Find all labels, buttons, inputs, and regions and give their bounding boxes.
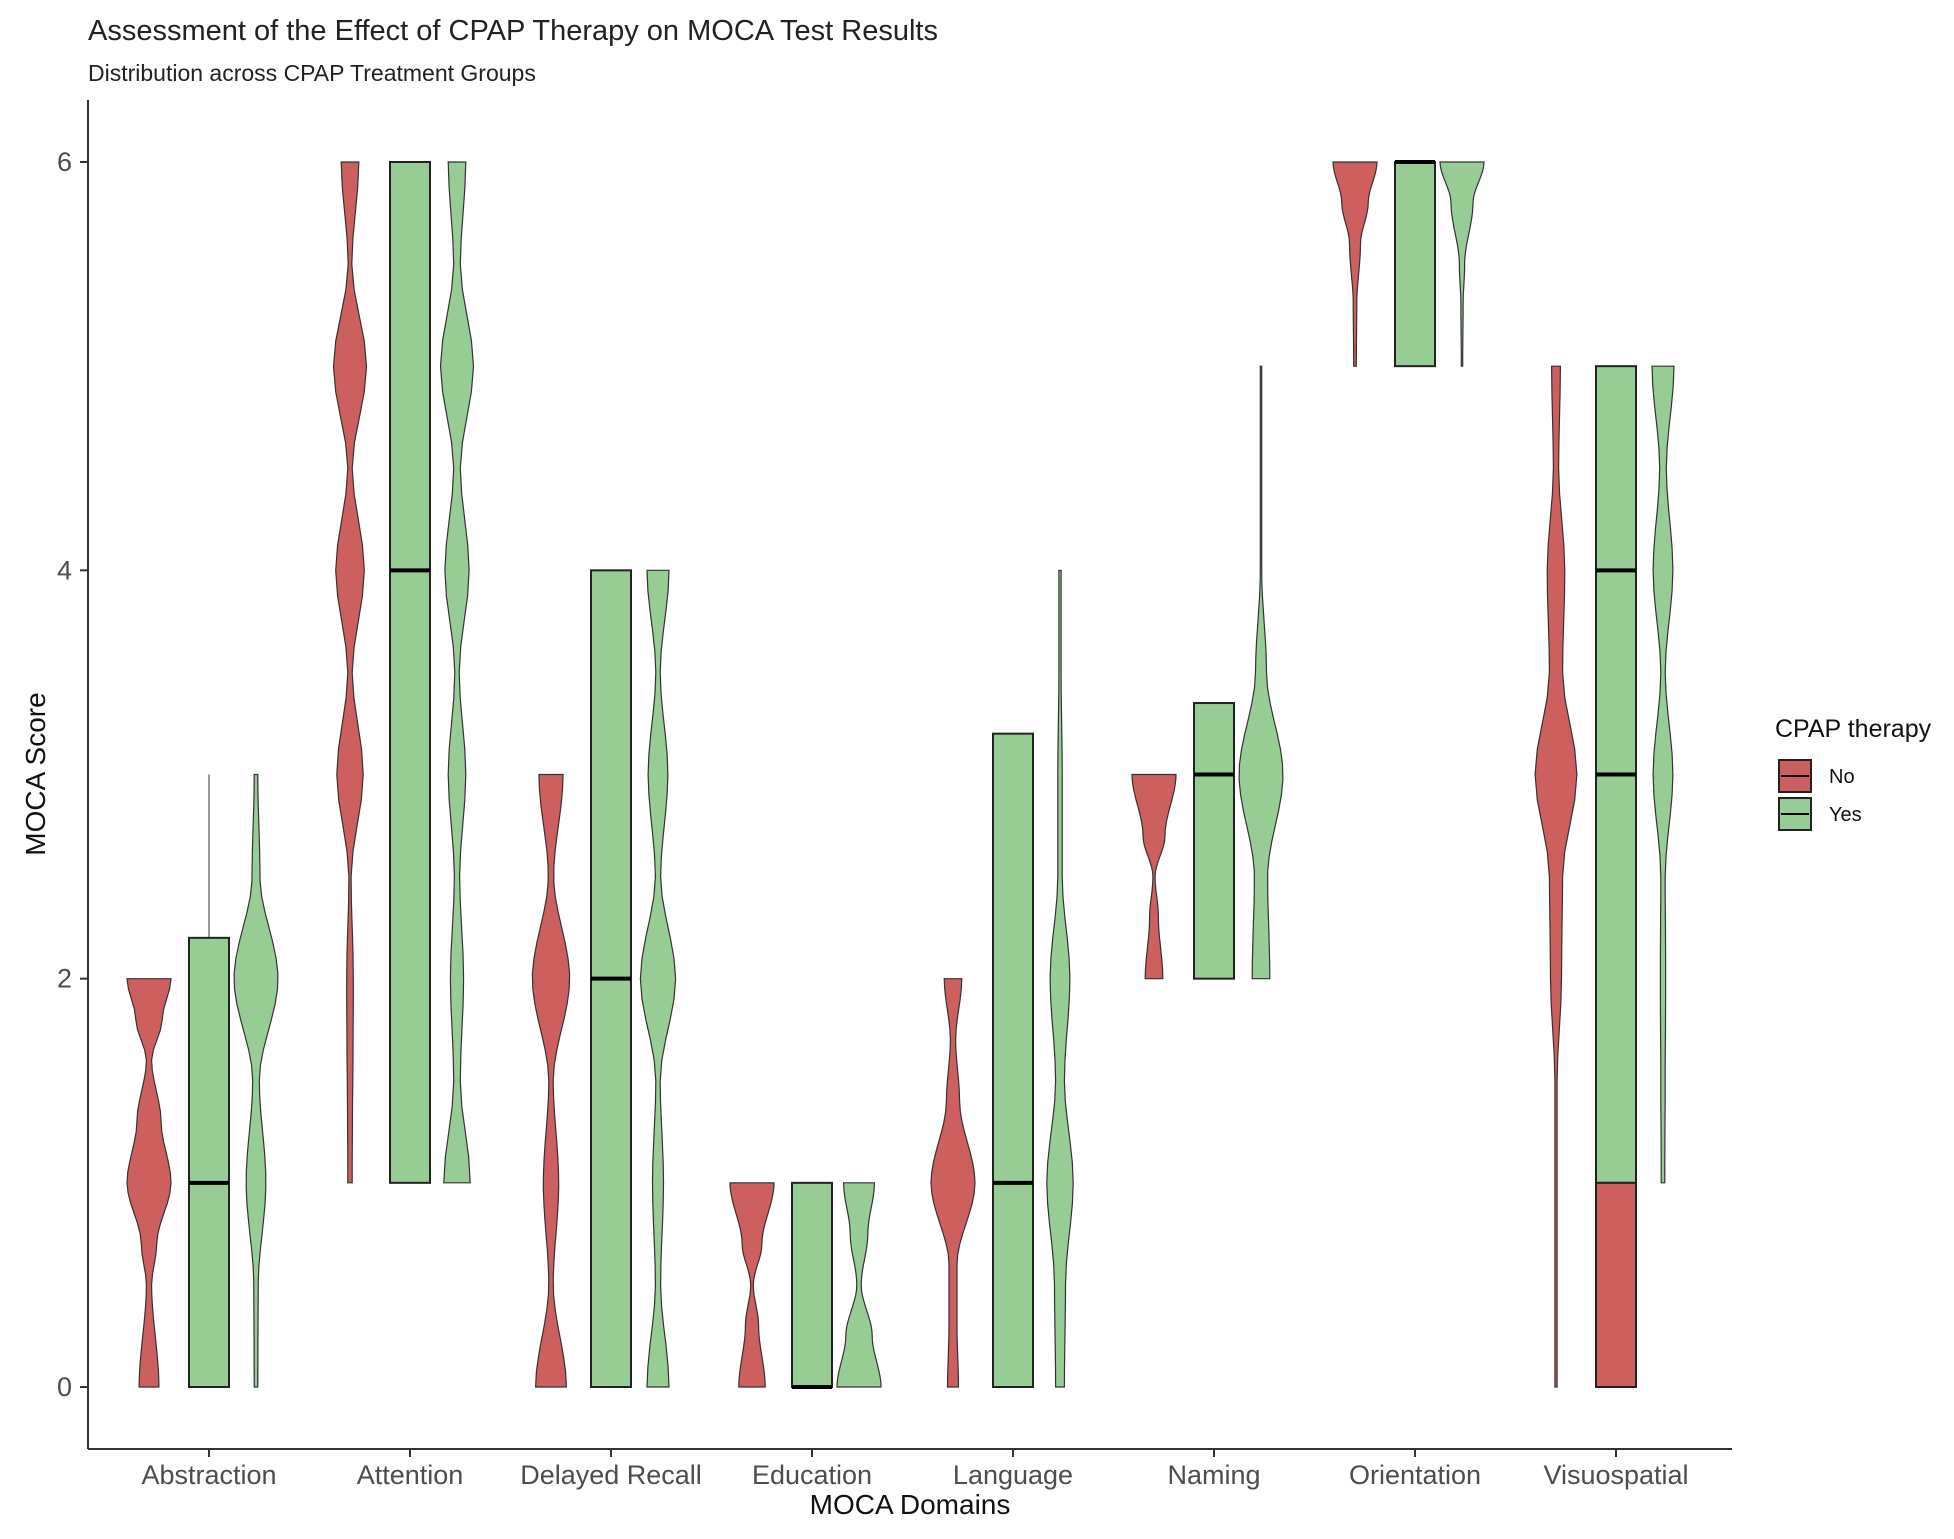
violin-yes bbox=[233, 773, 279, 1388]
violin-no bbox=[1131, 773, 1177, 980]
box-yes bbox=[791, 1181, 833, 1389]
category-group-orientation bbox=[1332, 160, 1485, 368]
violin-yes bbox=[1046, 569, 1074, 1388]
x-tick-label: Education bbox=[752, 1460, 872, 1490]
box-no bbox=[1595, 1181, 1637, 1389]
x-tick-label: Visuospatial bbox=[1543, 1460, 1688, 1490]
category-group-visuospatial bbox=[1534, 365, 1675, 1389]
violin-yes bbox=[836, 1182, 882, 1388]
category-group-abstraction bbox=[126, 773, 279, 1388]
violin-yes bbox=[439, 161, 475, 1184]
violin-no bbox=[729, 1182, 775, 1388]
x-tick-label: Orientation bbox=[1349, 1460, 1481, 1490]
legend-title: CPAP therapy bbox=[1775, 715, 1932, 743]
axes: Abstraction Attention Delayed Recall Educat… bbox=[57, 100, 1732, 1490]
box-yes bbox=[1394, 161, 1436, 368]
x-tick-label: Abstraction bbox=[141, 1460, 276, 1490]
plot-area bbox=[126, 160, 1675, 1389]
box-yes bbox=[1193, 702, 1235, 980]
violin-yes bbox=[1439, 161, 1485, 367]
violin-yes bbox=[1651, 365, 1675, 1184]
violin-no bbox=[1534, 365, 1578, 1388]
y-tick-label: 0 bbox=[57, 1372, 72, 1402]
x-tick-label: Language bbox=[953, 1460, 1073, 1490]
violin-yes bbox=[1238, 365, 1284, 980]
legend: CPAP therapy No Yes bbox=[1775, 715, 1932, 831]
violin-no bbox=[332, 161, 368, 1184]
x-axis-title: MOCA Domains bbox=[810, 1489, 1011, 1520]
category-group-language bbox=[930, 569, 1074, 1388]
y-tick-label: 6 bbox=[57, 147, 72, 177]
y-tick-label: 4 bbox=[57, 555, 72, 585]
category-group-attention bbox=[332, 161, 475, 1184]
violin-no bbox=[531, 773, 571, 1388]
category-group-naming bbox=[1131, 365, 1284, 980]
x-tick-label: Delayed Recall bbox=[520, 1460, 702, 1490]
category-group-delayed-recall bbox=[531, 569, 677, 1388]
x-tick-label: Attention bbox=[357, 1460, 464, 1490]
legend-label-yes: Yes bbox=[1829, 804, 1862, 826]
category-group-education bbox=[729, 1181, 882, 1389]
chart-subtitle: Distribution across CPAP Treatment Group… bbox=[88, 60, 536, 86]
violin-no bbox=[1332, 161, 1378, 367]
legend-label-no: No bbox=[1829, 766, 1855, 788]
violin-yes bbox=[639, 569, 677, 1388]
y-axis-title: MOCA Score bbox=[20, 692, 51, 855]
box-yes bbox=[188, 936, 230, 1388]
chart-title: Assessment of the Effect of CPAP Therapy… bbox=[88, 15, 938, 47]
violin-no bbox=[126, 978, 172, 1388]
violin-no bbox=[930, 978, 976, 1388]
y-tick-label: 2 bbox=[57, 964, 72, 994]
box-yes bbox=[389, 161, 431, 1184]
box-yes bbox=[992, 732, 1034, 1388]
x-tick-label: Naming bbox=[1167, 1460, 1260, 1490]
